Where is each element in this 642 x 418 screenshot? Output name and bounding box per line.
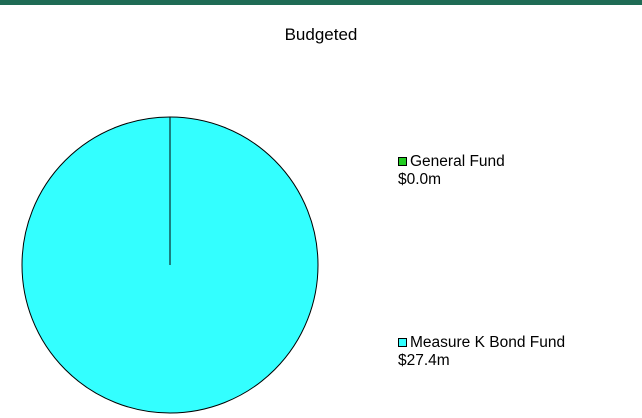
chart-title: Budgeted	[284, 25, 358, 44]
legend-value-general-fund: $0.0m	[398, 171, 442, 188]
legend-swatch-measure-k-bond-fund	[398, 338, 407, 347]
legend-label-measure-k-bond-fund: Measure K Bond Fund	[410, 334, 566, 351]
legend-swatch-general-fund	[398, 157, 407, 166]
legend-value-measure-k-bond-fund: $27.4m	[398, 352, 450, 369]
legend-label-general-fund: General Fund	[410, 153, 505, 170]
top-accent-bar	[0, 0, 642, 5]
